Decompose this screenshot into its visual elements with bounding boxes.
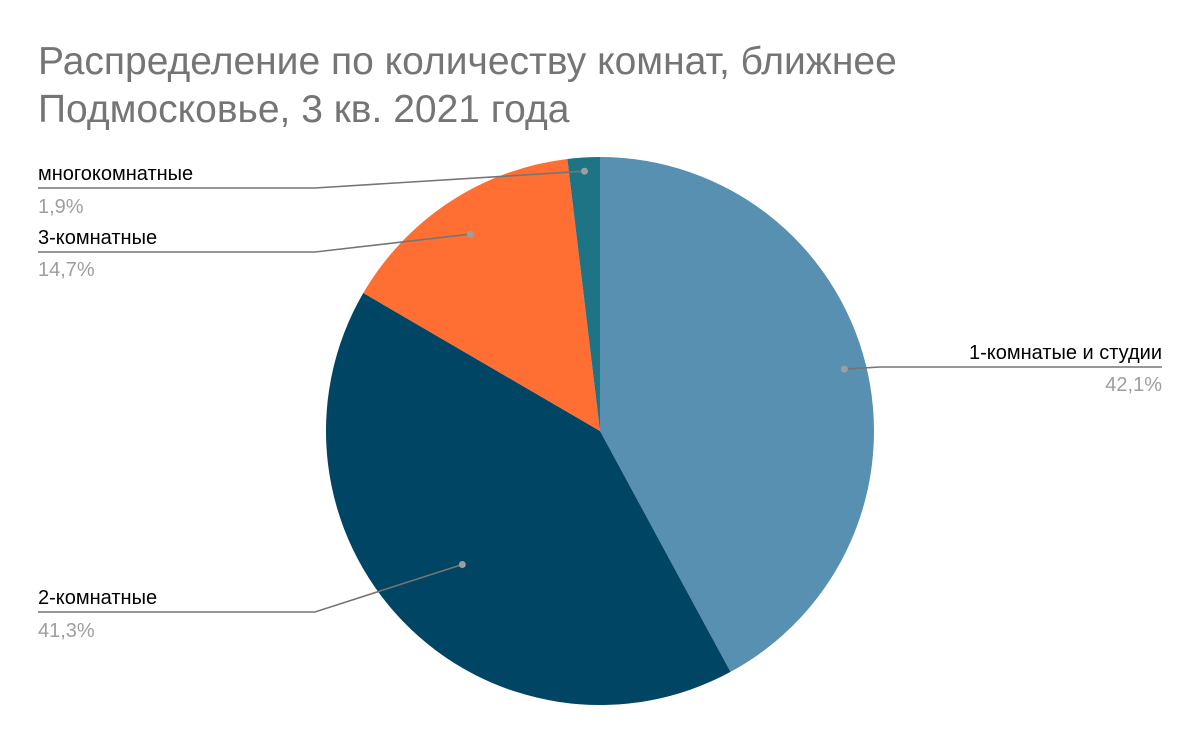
slice-value-two-room: 41,3% — [38, 620, 95, 642]
slice-label-one-room-studio: 1-комнатые и студии — [969, 342, 1162, 364]
slice-value-multi-room: 1,9% — [38, 196, 84, 218]
chart-title-line-1: Распределение по количеству комнат, ближ… — [38, 40, 897, 83]
slice-label-three-room: 3-комнатные — [38, 227, 157, 249]
slice-label-multi-room: многокомнатные — [38, 163, 193, 185]
leader-dot-three-room — [467, 230, 475, 238]
slice-label-two-room: 2-комнатные — [38, 587, 157, 609]
slice-value-one-room-studio: 42,1% — [1105, 374, 1162, 396]
pie-slice-two-room — [325, 293, 731, 705]
leader-line-one-room-studio — [844, 366, 1162, 370]
chart-title-line-2: Подмосковье, 3 кв. 2021 года — [38, 88, 570, 131]
pie-slice-three-room — [363, 158, 600, 431]
leader-dot-multi-room — [581, 167, 588, 175]
leader-line-two-room — [38, 563, 463, 613]
slice-value-three-room: 14,7% — [38, 259, 95, 281]
pie-slice-one-room-studio — [600, 157, 874, 672]
leader-dot-one-room-studio — [840, 365, 848, 373]
pie-slice-multi-room — [567, 157, 600, 431]
leader-dot-two-room — [458, 561, 466, 568]
leader-line-multi-room — [38, 170, 585, 189]
chart-title: Распределение по количеству комнат, ближ… — [38, 38, 897, 134]
leader-line-three-room — [38, 233, 471, 253]
